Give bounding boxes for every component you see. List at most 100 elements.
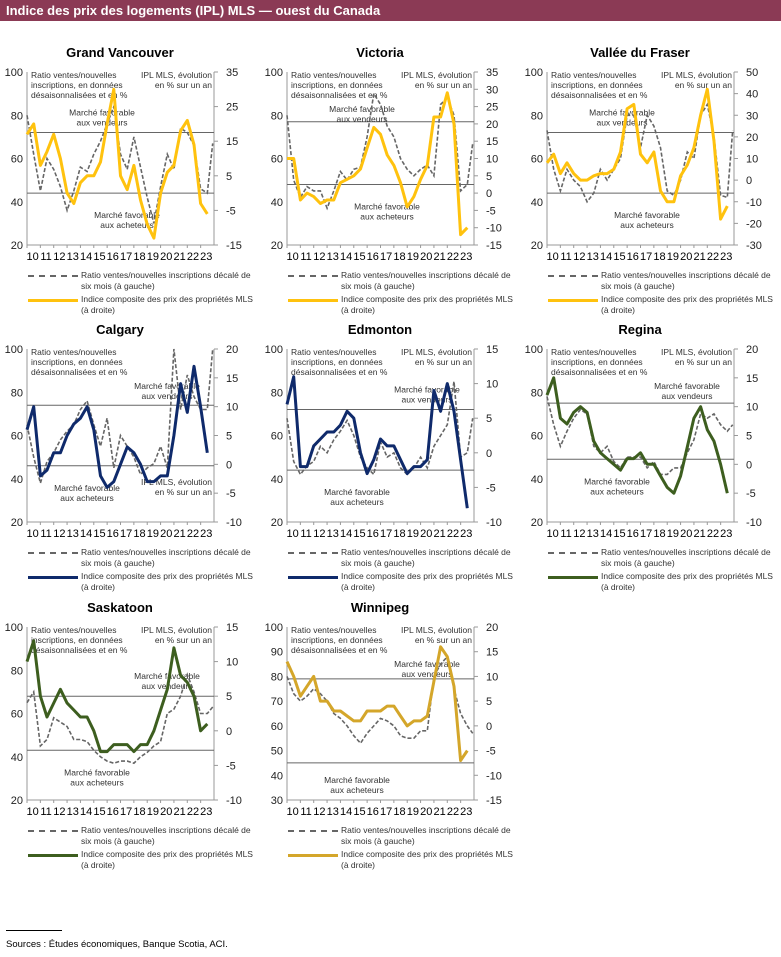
price-index-series-line xyxy=(287,91,469,237)
chart-title: Calgary xyxy=(96,322,144,337)
right-tick-label: 20 xyxy=(486,622,498,634)
dashed-swatch xyxy=(28,552,78,554)
right-tick-label: 5 xyxy=(486,696,492,708)
right-tick-label: -30 xyxy=(746,240,762,252)
x-tick-label: 14 xyxy=(80,806,92,818)
chart-legend: Ratio ventes/nouvelles inscriptions déca… xyxy=(28,825,253,873)
x-tick-label: 15 xyxy=(93,528,105,540)
x-tick-label: 23 xyxy=(460,251,472,263)
right-tick-label: -15 xyxy=(486,240,502,252)
left-tick-label: 40 xyxy=(11,752,23,764)
chart-legend: Ratio ventes/nouvelles inscriptions déca… xyxy=(548,270,773,318)
chart-saskatoon: Saskatoon 20 40 60 80 100 -10 -5 0 5 10 15 10 11 12 13 1… xyxy=(0,600,260,870)
legend-label: Ratio ventes/nouvelles inscriptions déca… xyxy=(81,270,251,291)
legend-label: Ratio ventes/nouvelles inscriptions déca… xyxy=(601,270,771,291)
left-tick-label: 20 xyxy=(531,240,543,252)
x-tick-label: 14 xyxy=(600,251,612,263)
left-tick-label: 50 xyxy=(271,746,283,758)
x-tick-label: 21 xyxy=(173,528,185,540)
x-tick-label: 23 xyxy=(200,806,212,818)
legend-item-price: Indice composite des prix des propriétés… xyxy=(28,294,253,316)
left-tick-label: 40 xyxy=(531,197,543,209)
buyers-market-label: Marché favorable aux acheteurs xyxy=(54,483,120,503)
right-tick-label: 5 xyxy=(226,431,232,443)
x-tick-label: 22 xyxy=(447,528,459,540)
x-tick-label: 22 xyxy=(447,806,459,818)
buyers-market-label: Marché favorable aux acheteurs xyxy=(354,201,420,221)
legend-item-ratio: Ratio ventes/nouvelles inscriptions déca… xyxy=(288,270,513,292)
x-tick-label: 17 xyxy=(120,528,132,540)
solid-swatch xyxy=(28,576,78,579)
dashed-swatch xyxy=(28,275,78,277)
right-tick-label: 15 xyxy=(486,647,498,659)
x-tick-label: 20 xyxy=(680,251,692,263)
chart-legend: Ratio ventes/nouvelles inscriptions déca… xyxy=(548,547,773,595)
x-tick-label: 16 xyxy=(107,251,119,263)
buyers-market-label: Marché favorable aux acheteurs xyxy=(94,210,160,230)
x-tick-label: 12 xyxy=(313,251,325,263)
right-tick-label: 10 xyxy=(226,402,238,414)
left-tick-label: 60 xyxy=(271,721,283,733)
left-tick-label: 80 xyxy=(271,110,283,122)
ratio-series-line xyxy=(546,102,734,204)
x-tick-label: 20 xyxy=(160,806,172,818)
ratio-axis-label: Ratio ventes/nouvelles inscriptions, en d… xyxy=(291,70,388,100)
left-tick-label: 60 xyxy=(271,154,283,166)
x-tick-label: 11 xyxy=(40,251,51,263)
x-tick-label: 19 xyxy=(667,528,679,540)
left-tick-label: 40 xyxy=(11,474,23,486)
x-tick-label: 23 xyxy=(200,251,212,263)
legend-item-ratio: Ratio ventes/nouvelles inscriptions déca… xyxy=(28,825,253,847)
legend-label: Ratio ventes/nouvelles inscriptions déca… xyxy=(601,547,771,568)
left-tick-label: 30 xyxy=(271,795,283,807)
left-tick-label: 20 xyxy=(11,240,23,252)
right-tick-label: 15 xyxy=(226,622,238,634)
chart-calgary: Calgary 20 40 60 80 100 -10 -5 0 5 10 15 20 10 11 12 13 1… xyxy=(0,322,260,592)
sellers-market-label: Marché favorable aux vendeurs xyxy=(134,381,200,401)
chart-title: Regina xyxy=(618,322,662,337)
chart-legend: Ratio ventes/nouvelles inscriptions déca… xyxy=(288,547,513,595)
chart-legend: Ratio ventes/nouvelles inscriptions déca… xyxy=(288,270,513,318)
x-tick-label: 10 xyxy=(547,251,559,263)
ratio-series-line xyxy=(26,672,214,765)
x-tick-label: 21 xyxy=(173,251,185,263)
left-tick-label: 20 xyxy=(11,517,23,529)
legend-label: Indice composite des prix des propriétés… xyxy=(81,294,253,315)
ipl-axis-label: IPL MLS, évolution en % sur un an xyxy=(141,625,212,645)
sellers-market-label: Marché favorable aux vendeurs xyxy=(394,385,460,405)
chart-winnipeg: Winnipeg 30 40 50 60 70 80 90 100 -15 -10 -5 0 5 10 15 2… xyxy=(260,600,520,870)
right-tick-label: -5 xyxy=(226,205,236,217)
legend-label: Indice composite des prix des propriétés… xyxy=(341,849,513,870)
x-tick-label: 15 xyxy=(353,528,365,540)
x-tick-label: 12 xyxy=(573,251,585,263)
chart-legend: Ratio ventes/nouvelles inscriptions déca… xyxy=(28,547,253,595)
left-tick-label: 80 xyxy=(271,387,283,399)
x-tick-label: 20 xyxy=(160,251,172,263)
sellers-market-label: Marché favorable aux vendeurs xyxy=(329,104,395,124)
ipl-axis-label: IPL MLS, évolution en % sur un an xyxy=(401,625,472,645)
legend-label: Indice composite des prix des propriétés… xyxy=(81,849,253,870)
right-tick-label: 50 xyxy=(746,67,758,79)
right-tick-label: 20 xyxy=(746,344,758,356)
right-tick-label: -5 xyxy=(746,488,756,500)
price-index-series-line xyxy=(545,87,729,221)
right-tick-label: 10 xyxy=(746,402,758,414)
right-tick-label: -15 xyxy=(486,795,502,807)
ipl-axis-label: IPL MLS, évolution en % sur un an xyxy=(661,347,732,367)
x-tick-label: 14 xyxy=(600,528,612,540)
x-tick-label: 14 xyxy=(340,806,352,818)
left-tick-label: 60 xyxy=(531,154,543,166)
x-tick-label: 22 xyxy=(187,528,199,540)
right-tick-label: -5 xyxy=(486,205,496,217)
x-tick-label: 13 xyxy=(67,528,79,540)
legend-item-ratio: Ratio ventes/nouvelles inscriptions déca… xyxy=(548,270,773,292)
x-tick-label: 21 xyxy=(173,806,185,818)
x-tick-label: 16 xyxy=(367,251,379,263)
right-tick-label: 15 xyxy=(486,344,498,356)
x-tick-label: 15 xyxy=(613,251,625,263)
legend-item-price: Indice composite des prix des propriétés… xyxy=(28,849,253,871)
ratio-axis-label: Ratio ventes/nouvelles inscriptions, en d… xyxy=(551,70,648,100)
left-tick-label: 60 xyxy=(531,431,543,443)
legend-label: Indice composite des prix des propriétés… xyxy=(341,294,513,315)
